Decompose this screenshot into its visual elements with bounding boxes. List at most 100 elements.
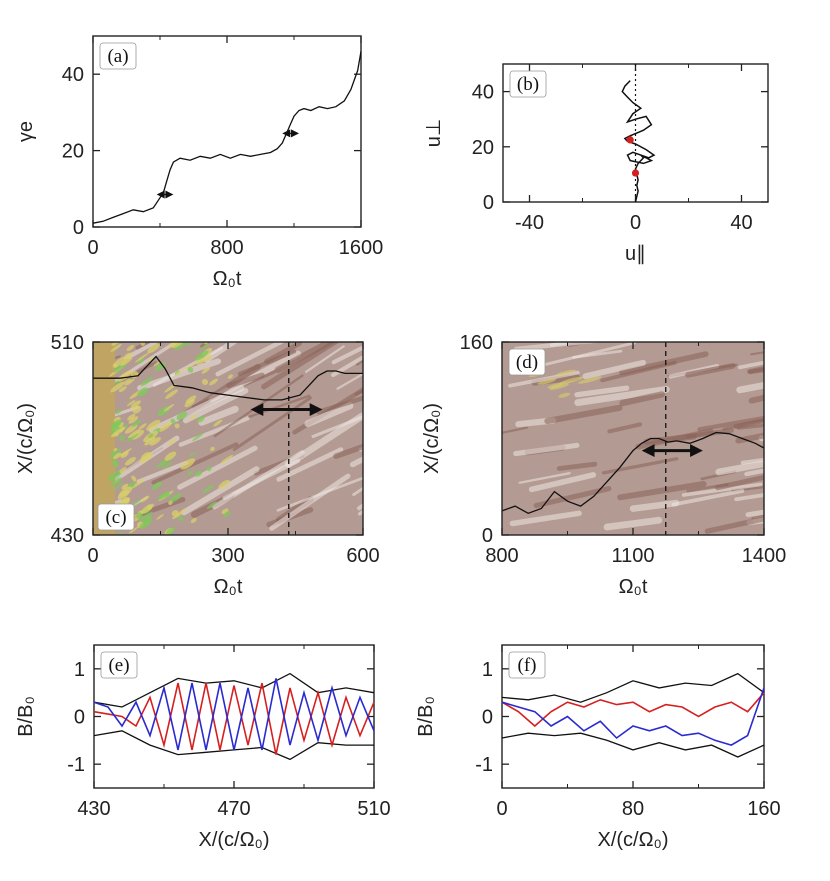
heatmap-blob — [201, 354, 213, 363]
heatmap-streak — [126, 342, 160, 360]
y-tick-label: 40 — [472, 82, 494, 104]
heatmap-blob — [170, 418, 176, 425]
y-tick-label: 1 — [482, 659, 493, 681]
series-By — [93, 682, 375, 755]
heatmap-blob — [558, 376, 584, 385]
x-tick-label: 40 — [730, 212, 752, 234]
heatmap-blob — [171, 509, 179, 517]
panel-label-text: (b) — [517, 74, 539, 95]
panel-b-label: (b) — [509, 70, 547, 98]
heatmap-streak — [737, 360, 764, 370]
panel-a-double-arrow — [282, 129, 300, 138]
arrow-head-right — [309, 403, 323, 416]
heatmap-blob — [189, 414, 198, 421]
heatmap-blob — [126, 433, 139, 442]
heatmap-streak — [556, 461, 598, 471]
heatmap-blob — [136, 512, 143, 520]
heatmap-blob — [206, 466, 212, 472]
heatmap-streak — [681, 482, 763, 497]
heatmap-blob — [201, 378, 209, 386]
heatmap-blob — [164, 383, 177, 393]
panel-a-axes: 0 800 1600 0 20 40 Ω₀t γe — [15, 35, 383, 290]
panel-e-label: (e) — [100, 651, 138, 679]
heatmap-streak — [136, 460, 189, 484]
x-tick-label: 1100 — [611, 545, 654, 567]
heatmap-blob — [128, 416, 139, 424]
panel-e-axes: 430 470 510 -1 0 1 X/(c/Ω₀) B/B₀ — [15, 644, 391, 851]
heatmap-blob — [110, 448, 122, 458]
heatmap-streak — [643, 433, 697, 445]
x-tick-label: 470 — [217, 798, 250, 820]
heatmap-streak — [574, 385, 670, 407]
heatmap-streak — [151, 442, 239, 485]
x-tick-label: 600 — [346, 545, 379, 567]
heatmap-blob — [108, 470, 122, 481]
heatmap-blob — [218, 479, 230, 489]
y-tick-label: 0 — [483, 192, 494, 214]
heatmap-streak — [533, 486, 612, 509]
arrow-head-left — [250, 403, 264, 416]
heatmap-blob — [113, 452, 122, 460]
y-tick-label: 0 — [73, 217, 84, 239]
heatmap-streak — [791, 400, 830, 407]
heatmap-blob — [202, 484, 215, 493]
heatmap-blob — [149, 437, 161, 446]
heatmap-streak — [704, 516, 764, 534]
heatmap-blob — [180, 458, 196, 470]
heatmap-blob — [158, 491, 170, 500]
heatmap-blob — [138, 423, 147, 430]
panel-label-text: (c) — [105, 507, 126, 528]
heatmap-blob — [148, 433, 154, 438]
heatmap-blob — [223, 510, 231, 517]
heatmap-streak — [686, 482, 729, 493]
heatmap-blob — [189, 451, 197, 457]
heatmap-blob — [123, 352, 133, 360]
heatmap-streak — [544, 342, 636, 366]
heatmap-blob — [121, 483, 129, 490]
heatmap-streak — [215, 342, 286, 377]
panel-label-box — [509, 70, 547, 98]
y-tick-label: 0 — [74, 707, 85, 729]
x-tick-label: 800 — [485, 545, 518, 567]
series-Bz — [501, 687, 765, 746]
heatmap-streak — [513, 442, 580, 457]
panel-d-trajectory-line — [501, 431, 765, 515]
heatmap-blob — [112, 363, 118, 368]
y-axis-title: γe — [15, 121, 37, 142]
heatmap-streak — [772, 489, 813, 495]
heatmap-blob — [140, 495, 150, 503]
x-tick-label: 0 — [630, 212, 641, 234]
y-tick-label: 0 — [482, 525, 493, 547]
heatmap-streak — [508, 370, 580, 388]
heatmap-blob — [127, 399, 136, 407]
heatmap-blob — [146, 419, 161, 431]
heatmap-streak — [737, 423, 764, 430]
heatmap-streak — [366, 319, 437, 352]
heatmap-blob — [558, 392, 571, 398]
x-tick-label: 800 — [210, 237, 243, 259]
heatmap-blob — [128, 527, 138, 534]
heatmap-blob — [115, 409, 122, 415]
panel-label-text: (d) — [516, 352, 538, 373]
heatmap-blob — [119, 467, 127, 474]
heatmap-streak — [619, 351, 709, 376]
heatmap-streak — [671, 489, 745, 507]
x-axis-title: Ω₀t — [214, 576, 243, 598]
heatmap-blob — [172, 508, 187, 520]
heatmap-streak — [619, 391, 665, 407]
heatmap-blob — [166, 438, 177, 446]
panel-a-double-arrow — [156, 190, 174, 199]
heatmap-blob — [139, 511, 153, 522]
heatmap-streak — [304, 402, 354, 428]
heatmap-blob — [192, 432, 204, 442]
heatmap-streak — [181, 466, 260, 516]
x-axis-title: X/(c/Ω₀) — [198, 829, 269, 851]
heatmap-blob — [110, 422, 120, 430]
heatmap-streak — [368, 330, 420, 353]
x-tick-label: 300 — [211, 545, 244, 567]
heatmap-streak — [336, 372, 363, 390]
heatmap-streak — [736, 381, 764, 394]
heatmap-streak — [734, 493, 764, 502]
panel-label-box — [97, 503, 135, 531]
